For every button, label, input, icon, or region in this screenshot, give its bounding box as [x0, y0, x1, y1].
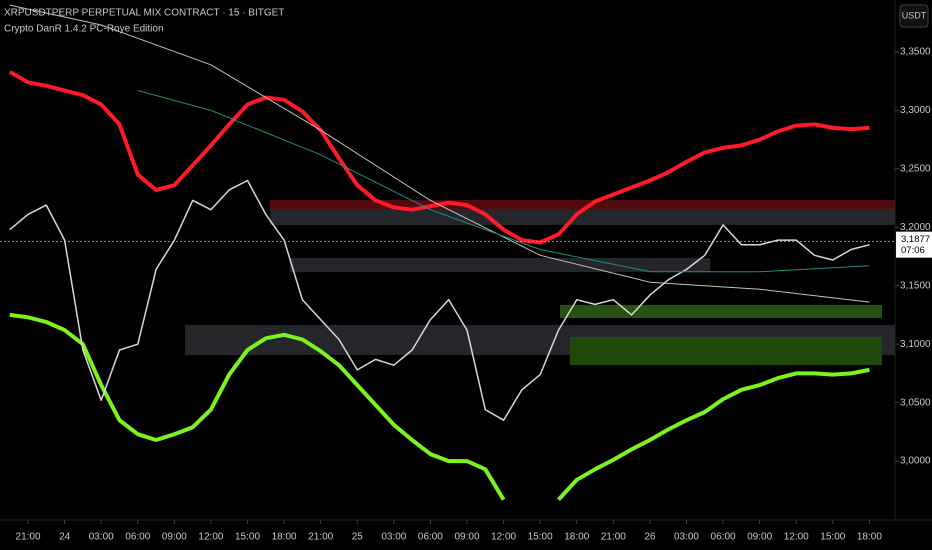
chart-subtitle: Crypto DanR 1.4.2 PC-Roye Edition [4, 24, 164, 35]
x-tick-label: 12:00 [198, 532, 223, 543]
x-tick-label: 09:00 [747, 532, 772, 543]
x-tick-label: 06:00 [125, 532, 150, 543]
y-tick-label: 3,1500 [900, 280, 931, 291]
y-tick-label: 3,0500 [900, 397, 931, 408]
x-tick-label: 24 [59, 532, 71, 543]
x-tick-label: 06:00 [711, 532, 736, 543]
x-tick-label: 18:00 [272, 532, 297, 543]
currency-label: USDT [902, 10, 927, 20]
series-line [137, 90, 870, 273]
series-line [9, 312, 870, 502]
x-tick-label: 03:00 [674, 532, 699, 543]
x-tick-label: 09:00 [162, 532, 187, 543]
x-tick-label: 15:00 [528, 532, 553, 543]
zone [270, 209, 895, 225]
x-tick-label: 03:00 [89, 532, 114, 543]
zone [560, 305, 882, 318]
x-tick-label: 21:00 [601, 532, 626, 543]
x-tick-label: 12:00 [491, 532, 516, 543]
x-tick-label: 26 [644, 532, 656, 543]
price-tag [896, 231, 932, 258]
zone [270, 200, 895, 209]
y-tick-label: 3,3500 [900, 47, 931, 58]
chart-title: XRPUSDTPERP PERPETUAL MIX CONTRACT · 15 … [4, 8, 284, 19]
series-line [9, 4, 870, 303]
x-tick-label: 06:00 [418, 532, 443, 543]
y-tick-label: 3,2500 [900, 163, 931, 174]
series-line [9, 179, 870, 421]
x-tick-label: 21:00 [308, 532, 333, 543]
last-price-label: 3,1877 [901, 234, 930, 245]
zone [570, 337, 882, 365]
x-tick-label: 25 [352, 532, 364, 543]
x-tick-label: 15:00 [235, 532, 260, 543]
y-tick-label: 3,2000 [900, 222, 931, 233]
x-tick-label: 15:00 [820, 532, 845, 543]
x-tick-label: 18:00 [564, 532, 589, 543]
x-tick-label: 12:00 [784, 532, 809, 543]
zone [290, 258, 710, 272]
y-tick-label: 3,3000 [900, 105, 931, 116]
x-tick-label: 09:00 [454, 532, 479, 543]
x-tick-label: 21:00 [16, 532, 41, 543]
y-tick-label: 3,0000 [900, 456, 931, 467]
x-tick-label: 18:00 [857, 532, 882, 543]
currency-button[interactable] [899, 4, 929, 28]
x-tick-label: 03:00 [381, 532, 406, 543]
y-tick-label: 3,1000 [900, 339, 931, 350]
countdown-label: 07:06 [901, 245, 925, 256]
